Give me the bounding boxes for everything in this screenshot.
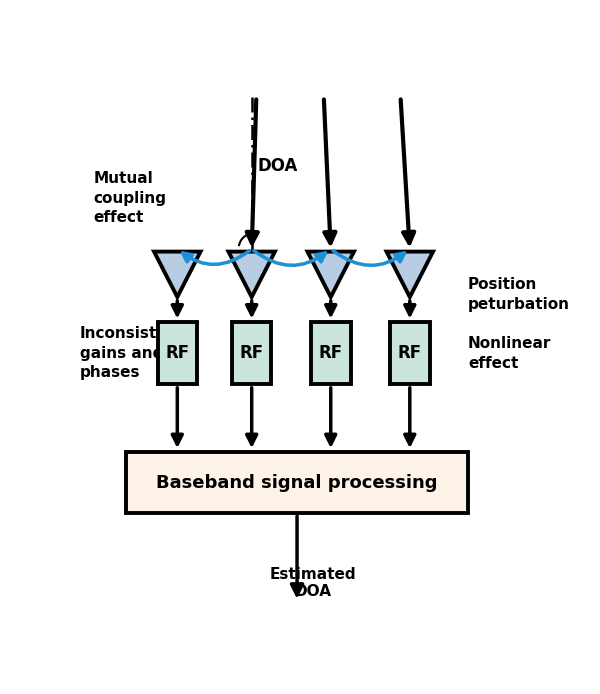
Text: RF: RF xyxy=(239,344,264,362)
Bar xyxy=(390,323,430,384)
Text: Nonlinear
effect: Nonlinear effect xyxy=(468,336,551,371)
Bar xyxy=(158,323,197,384)
Polygon shape xyxy=(308,252,354,297)
Text: RF: RF xyxy=(319,344,343,362)
Polygon shape xyxy=(386,252,433,297)
Text: Position
peturbation: Position peturbation xyxy=(468,277,570,312)
Bar xyxy=(311,323,350,384)
Text: DOA: DOA xyxy=(257,157,298,175)
Polygon shape xyxy=(229,252,275,297)
Text: Baseband signal processing: Baseband signal processing xyxy=(156,474,438,492)
Text: Mutual
coupling
effect: Mutual coupling effect xyxy=(94,171,167,226)
Bar xyxy=(126,452,468,514)
Text: Inconsistent
gains and
phases: Inconsistent gains and phases xyxy=(80,326,185,380)
Bar xyxy=(232,323,271,384)
Polygon shape xyxy=(154,252,200,297)
Text: Estimated
DOA: Estimated DOA xyxy=(270,567,356,599)
Text: RF: RF xyxy=(398,344,422,362)
Text: RF: RF xyxy=(165,344,190,362)
